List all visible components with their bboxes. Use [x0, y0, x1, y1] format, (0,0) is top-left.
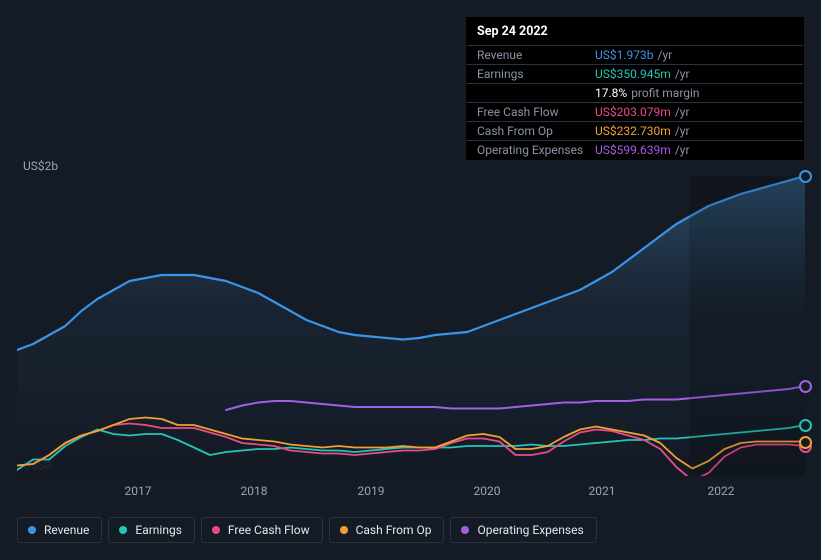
x-axis-label: 2022 — [701, 484, 741, 498]
tooltip-date: Sep 24 2022 — [467, 18, 803, 46]
tooltip-row: RevenueUS$1.973b/yr — [467, 46, 803, 65]
tooltip-row: Operating ExpensesUS$599.639m/yr — [467, 141, 803, 159]
tooltip-label: Revenue — [477, 48, 595, 62]
tooltip-value: US$599.639m — [595, 143, 671, 157]
legend-label: Operating Expenses — [477, 523, 583, 537]
series-end-marker — [799, 380, 812, 393]
legend-dot-icon — [119, 526, 127, 534]
legend-item[interactable]: Earnings — [108, 517, 195, 543]
tooltip-value: 17.8% — [595, 86, 627, 100]
legend-item[interactable]: Operating Expenses — [450, 517, 596, 543]
tooltip-row: Free Cash FlowUS$203.079m/yr — [467, 103, 803, 122]
legend-item[interactable]: Cash From Op — [329, 517, 445, 543]
x-axis-label: 2017 — [118, 484, 158, 498]
tooltip-suffix: /yr — [675, 105, 690, 119]
tooltip-label: Cash From Op — [477, 124, 595, 138]
legend-label: Free Cash Flow — [228, 523, 310, 537]
chart-legend: Revenue Earnings Free Cash Flow Cash From O… — [17, 517, 597, 543]
legend-label: Earnings — [135, 523, 182, 537]
series-end-marker — [799, 170, 812, 183]
legend-dot-icon — [461, 526, 469, 534]
tooltip-suffix: profit margin — [631, 86, 699, 100]
tooltip-suffix: /yr — [675, 143, 690, 157]
x-axis-label: 2018 — [234, 484, 274, 498]
tooltip-row: EarningsUS$350.945m/yr — [467, 65, 803, 84]
legend-item[interactable]: Revenue — [17, 517, 102, 543]
legend-label: Cash From Op — [356, 523, 432, 537]
legend-label: Revenue — [44, 523, 89, 537]
hover-tooltip: Sep 24 2022 RevenueUS$1.973b/yrEarningsU… — [466, 17, 804, 160]
legend-item[interactable]: Free Cash Flow — [201, 517, 323, 543]
chart-area[interactable] — [17, 176, 805, 476]
legend-dot-icon — [212, 526, 220, 534]
tooltip-label — [477, 86, 595, 100]
tooltip-suffix: /yr — [675, 67, 690, 81]
tooltip-value: US$232.730m — [595, 124, 671, 138]
tooltip-row: 17.8% profit margin — [467, 84, 803, 103]
tooltip-row: Cash From OpUS$232.730m/yr — [467, 122, 803, 141]
tooltip-suffix: /yr — [675, 124, 690, 138]
tooltip-label: Free Cash Flow — [477, 105, 595, 119]
tooltip-value: US$1.973b — [595, 48, 654, 62]
series-end-marker — [799, 419, 812, 432]
tooltip-value: US$350.945m — [595, 67, 671, 81]
x-axis-label: 2020 — [467, 484, 507, 498]
series-end-marker — [799, 436, 812, 449]
legend-dot-icon — [28, 526, 36, 534]
y-axis-label: US$2b — [23, 159, 58, 173]
x-axis-label: 2019 — [351, 484, 391, 498]
tooltip-label: Earnings — [477, 67, 595, 81]
x-axis-label: 2021 — [582, 484, 622, 498]
tooltip-value: US$203.079m — [595, 105, 671, 119]
legend-dot-icon — [340, 526, 348, 534]
tooltip-suffix: /yr — [658, 48, 673, 62]
tooltip-label: Operating Expenses — [477, 143, 595, 157]
